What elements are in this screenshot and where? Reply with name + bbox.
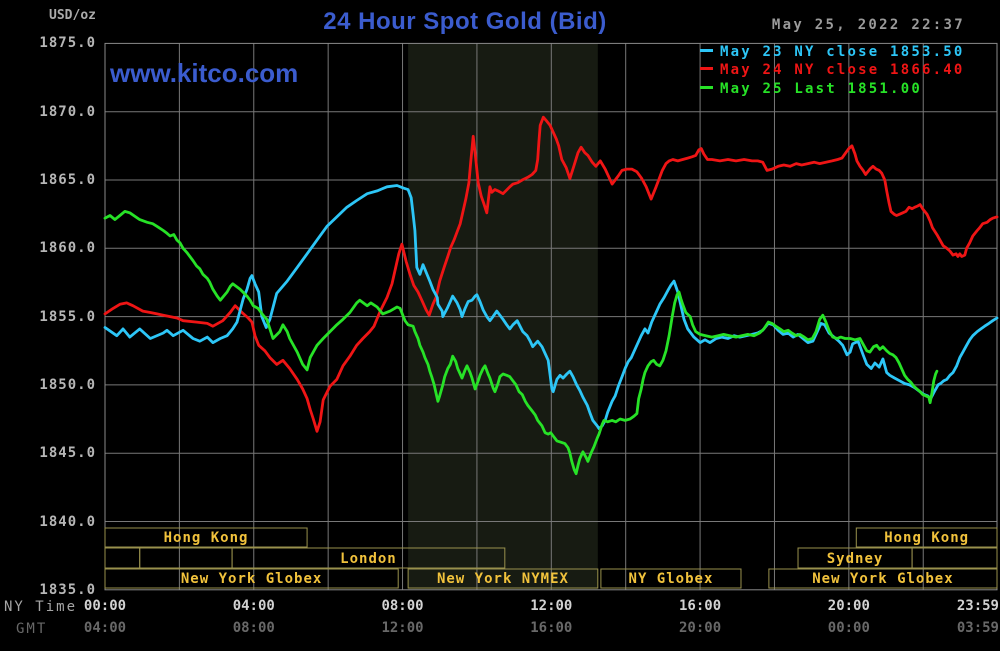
session-label: Hong Kong	[884, 530, 969, 546]
chart-timestamp: May 25, 2022 22:37	[771, 17, 965, 33]
kitco-watermark: www.kitco.com	[110, 58, 299, 88]
y-axis-tick-label: 1850.0	[39, 376, 96, 393]
session-box-new-york-nymex	[407, 568, 599, 589]
session-box-hong-kong	[104, 527, 308, 548]
x-axis-gmt-tick: 16:00	[530, 620, 573, 636]
may23-line-swatch	[700, 49, 713, 52]
session-label: Hong Kong	[164, 530, 249, 546]
y-axis-tick-label: 1840.0	[39, 513, 96, 530]
session-box	[104, 547, 141, 569]
page-title: 24 Hour Spot Gold (Bid)	[323, 8, 607, 35]
legend-item-may23: May 23 NY close 1853.50	[700, 44, 964, 60]
legend-item-may24: May 24 NY close 1866.40	[700, 62, 964, 78]
legend-item-may25: May 25 Last 1851.00	[700, 81, 922, 97]
legend-label-may24: May 24 NY close 1866.40	[720, 62, 965, 78]
plot-border	[104, 42, 998, 591]
y-axis-units-label: USD/oz	[49, 8, 96, 23]
x-axis-gmt-tick: 04:00	[83, 620, 127, 636]
session-box	[139, 547, 233, 569]
y-axis-tick-label: 1875.0	[39, 35, 96, 52]
y-axis-tick-label: 1860.0	[39, 240, 96, 257]
session-box-london	[231, 547, 506, 569]
legend-label-may25: May 25 Last 1851.00	[720, 81, 922, 97]
y-axis-tick-label: 1845.0	[39, 445, 96, 462]
may25-line-swatch	[700, 86, 713, 89]
x-axis-gmt-tick: 00:00	[827, 620, 870, 636]
y-axis-tick-label: 1835.0	[39, 581, 96, 598]
session-label: London	[340, 551, 397, 567]
x-axis-ny-time-tick: 12:00	[530, 598, 573, 614]
x-axis-ny-time-tick: 23:59	[956, 598, 999, 614]
x-axis-gmt-tick: 20:00	[679, 620, 722, 636]
y-axis-tick-label: 1855.0	[39, 308, 96, 325]
legend-label-may23: May 23 NY close 1853.50	[720, 44, 965, 60]
x-axis-ny-time-tick: 00:00	[83, 598, 127, 614]
y-axis-tick-label: 1865.0	[39, 172, 96, 188]
session-box-new-york-globex	[104, 568, 399, 589]
session-label: New York NYMEX	[437, 571, 569, 587]
session-label: Sydney	[827, 551, 884, 567]
price-line-may25_green	[103, 209, 939, 476]
ny-time-axis-label: NY Time	[4, 599, 78, 615]
x-axis-gmt-tick: 08:00	[232, 620, 275, 636]
x-axis-ny-time-tick: 04:00	[232, 598, 275, 614]
may24-line-swatch	[700, 67, 713, 70]
session-label: NY Globex	[629, 571, 714, 587]
session-label: New York Globex	[181, 571, 322, 587]
session-box	[911, 547, 998, 569]
price-line-may23_cyan	[103, 184, 999, 431]
session-box-new-york-globex	[768, 568, 998, 589]
gmt-axis-label: GMT	[16, 621, 48, 637]
y-axis-tick-label: 1870.0	[39, 103, 96, 120]
session-box-hong-kong	[855, 527, 998, 548]
session-box-ny-globex	[600, 568, 742, 589]
x-axis-ny-time-tick: 20:00	[827, 598, 870, 614]
session-label: New York Globex	[812, 571, 953, 587]
x-axis-ny-time-tick: 08:00	[381, 598, 424, 614]
x-axis-gmt-tick: 03:59	[956, 620, 999, 636]
price-line-may24_red	[103, 115, 999, 433]
x-axis-ny-time-tick: 16:00	[679, 598, 722, 614]
x-axis-gmt-tick: 12:00	[381, 620, 424, 636]
